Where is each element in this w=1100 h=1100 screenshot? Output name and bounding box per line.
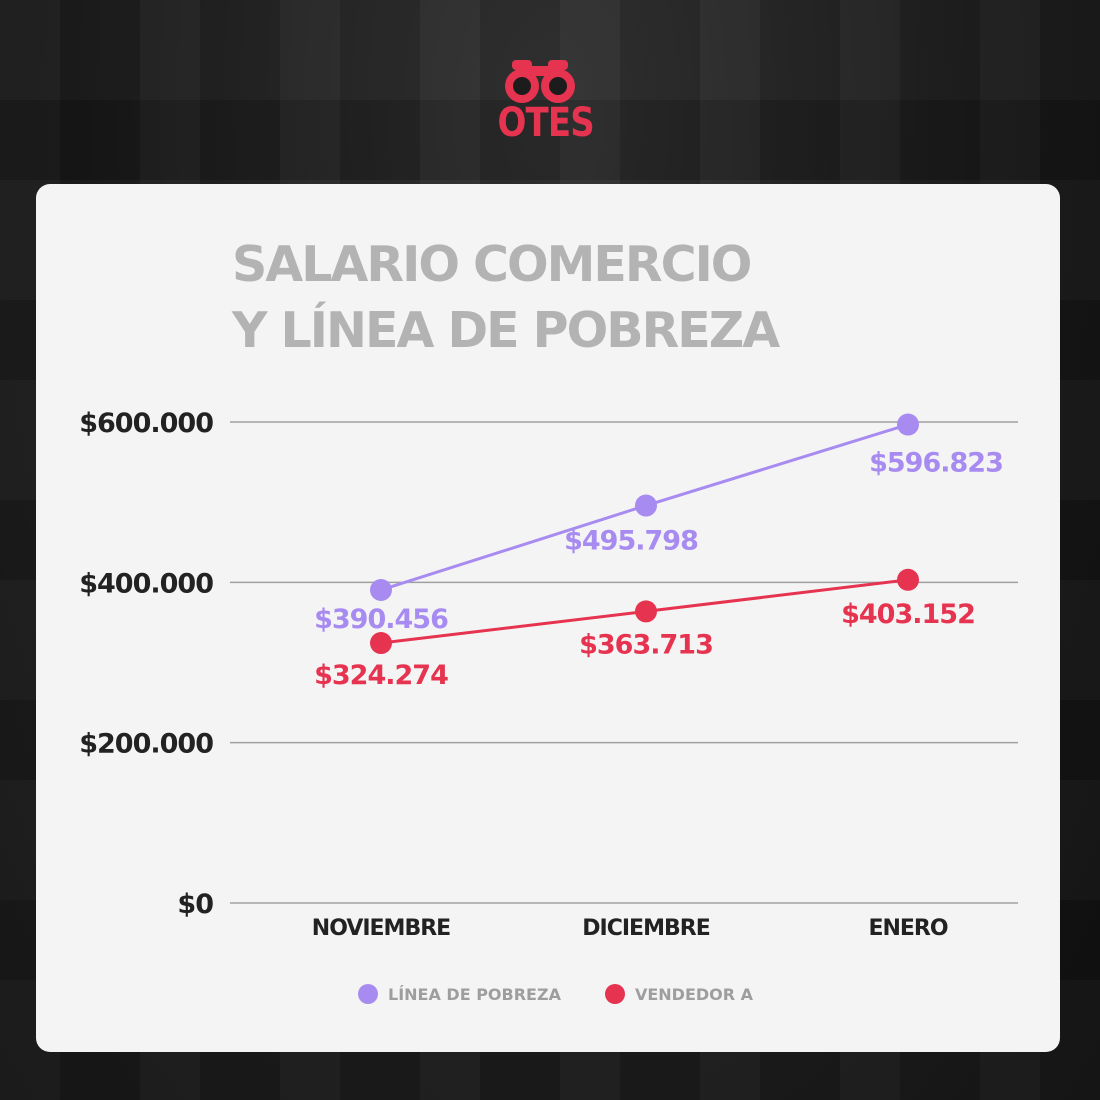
data-point [370, 632, 392, 655]
chart-card [36, 184, 1060, 1052]
binoculars-icon [505, 60, 575, 103]
chart-title: SALARIO COMERCIO Y LÍNEA DE POBREZA [232, 232, 952, 364]
brand-name: OTES [497, 100, 595, 146]
data-point [897, 413, 919, 436]
data-label: $403.152 [841, 599, 975, 630]
data-label: $324.274 [314, 660, 448, 691]
data-label: $390.456 [314, 604, 448, 635]
x-tick-label: NOVIEMBRE [312, 916, 450, 941]
data-point [635, 600, 657, 623]
y-tick-label: $200.000 [79, 729, 213, 760]
y-tick-label: $600.000 [79, 408, 213, 439]
chart-title-line-2: Y LÍNEA DE POBREZA [232, 302, 780, 359]
legend-dot-icon [604, 984, 625, 1004]
y-tick-label: $0 [177, 889, 213, 920]
data-point [370, 578, 392, 601]
data-label: $596.823 [869, 448, 1003, 479]
data-point [635, 494, 657, 517]
y-tick-label: $400.000 [79, 568, 213, 599]
legend-label: LÍNEA DE POBREZA [388, 984, 561, 1004]
y-axis-tick-labels: $0 $200.000 $400.000 $600.000 [79, 408, 214, 920]
data-label: $363.713 [579, 629, 713, 660]
brand-logo: OTES [490, 58, 610, 158]
legend: LÍNEA DE POBREZA VENDEDOR A [358, 984, 797, 1004]
chart-title-line-1: SALARIO COMERCIO [232, 236, 752, 293]
x-tick-label: DICIEMBRE [582, 916, 709, 941]
data-point [897, 568, 919, 591]
legend-dot-icon [358, 984, 378, 1004]
x-axis-tick-labels: NOVIEMBRE DICIEMBRE ENERO [312, 916, 949, 941]
legend-item-vendedor-a: VENDEDOR A [604, 984, 754, 1004]
series-group: $390.456 $495.798 $596.823 $324.274 $363.713… [314, 413, 1004, 691]
data-label: $495.798 [564, 526, 698, 557]
legend-item-linea-de-pobreza: LÍNEA DE POBREZA [358, 984, 561, 1004]
x-tick-label: ENERO [868, 916, 947, 941]
legend-label: VENDEDOR A [634, 984, 754, 1004]
